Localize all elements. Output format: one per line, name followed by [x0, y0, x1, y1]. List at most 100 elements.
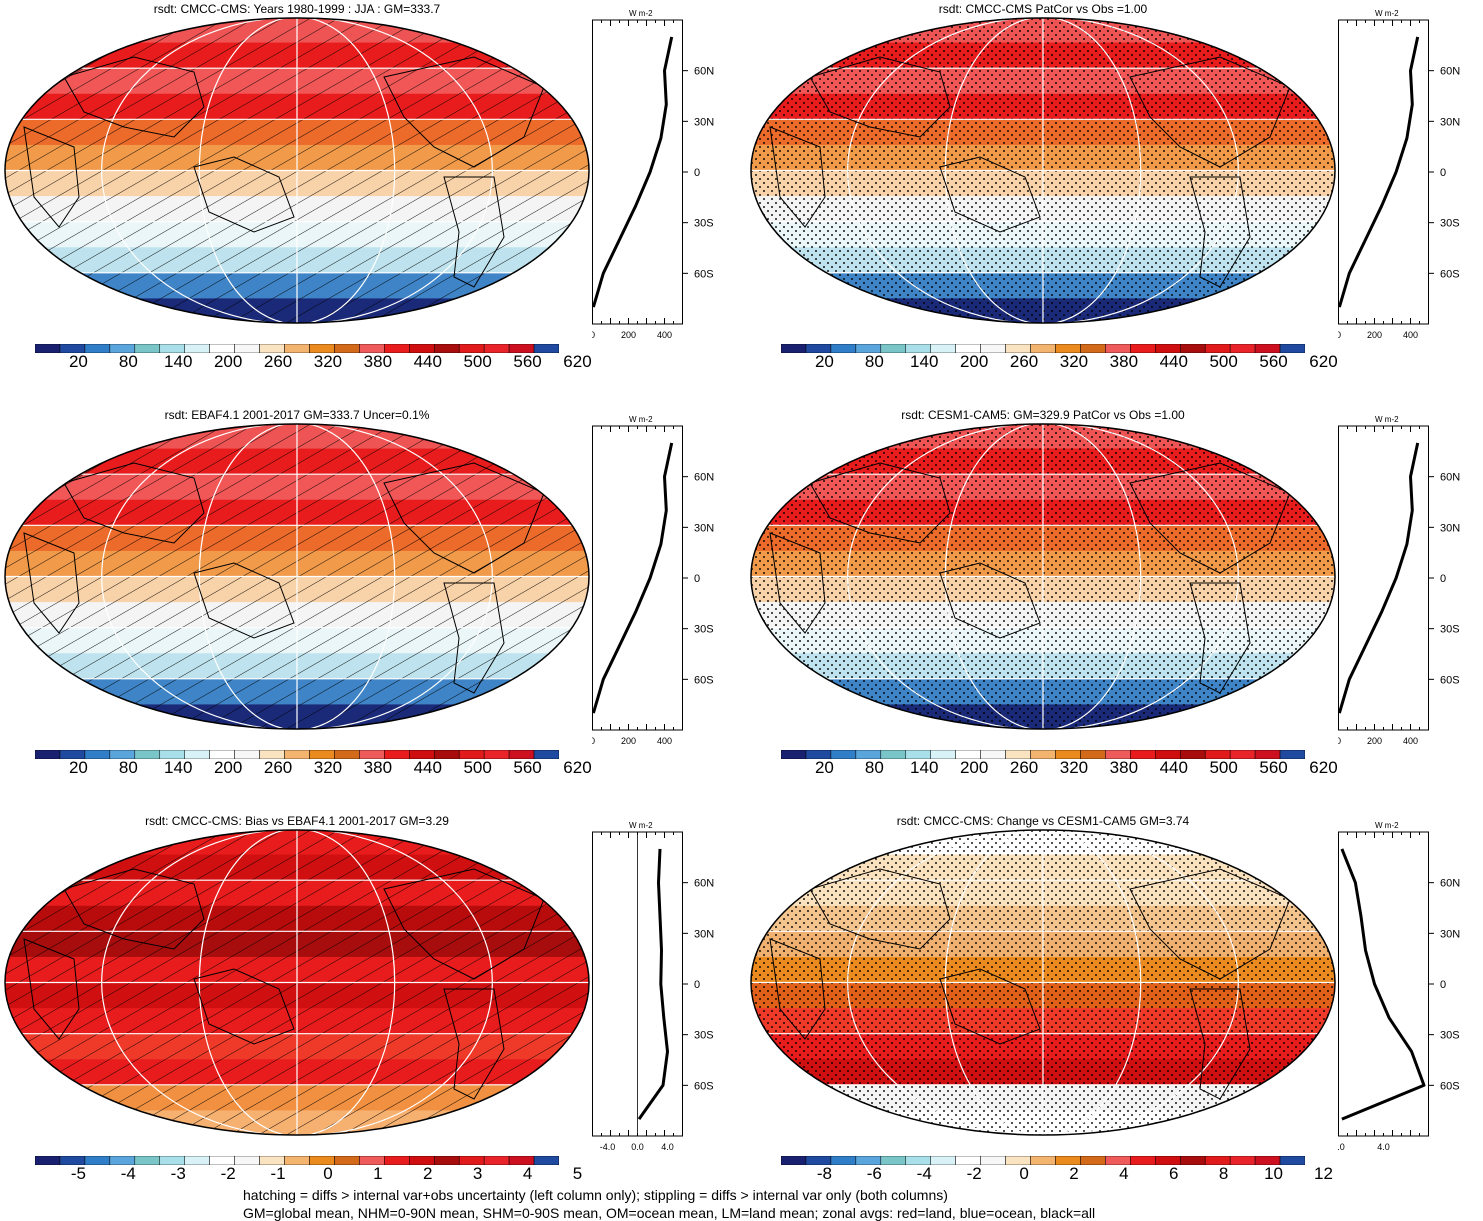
colorbar [780, 340, 1306, 354]
colorbar-tick-label: 5 [572, 1164, 583, 1183]
zonal-x-label: 400 [657, 736, 672, 746]
zonal-mean-plot: W m-2 60N 30N 0 30S 60S 0 200 400 [590, 412, 732, 756]
colorbar-labels: -8 -6 -4 -2 0 2 4 6 8 10 12 [781, 1164, 1333, 1186]
zonal-mean-line [591, 442, 674, 714]
colorbar-tick-label: 10 [1264, 1164, 1284, 1183]
panel-title: rsdt: EBAF4.1 2001-2017 GM=333.7 Uncer=0… [164, 408, 430, 422]
colorbar-tick-label: 620 [1309, 352, 1338, 371]
zonal-units-label: W m-2 [629, 9, 653, 18]
coastline [193, 156, 295, 233]
colorbar-tick-label: 20 [68, 758, 88, 777]
coastline [939, 968, 1041, 1045]
zonal-lat-label: 0 [1440, 167, 1446, 179]
map-svg [4, 17, 590, 324]
zonal-units-label: W m-2 [1375, 415, 1399, 424]
zonal-lat-label: 60S [694, 674, 714, 686]
zonal-units-label: W m-2 [629, 415, 653, 424]
coastline [443, 988, 505, 1100]
coastline [23, 126, 80, 228]
zonal-x-label: 0.0 [1338, 1142, 1345, 1152]
coastline [383, 56, 545, 168]
colorbar-tick-label: 500 [463, 758, 492, 777]
zonal-lat-label: 0 [694, 979, 700, 991]
colorbar-tick-label: 140 [164, 352, 193, 371]
colorbar-tick-label: 200 [959, 352, 989, 371]
map-svg [750, 17, 1336, 324]
zonal-x-label: 0 [592, 736, 595, 746]
zonal-x-label: 4.0 [1377, 1142, 1390, 1152]
colorbar-tick-label: 440 [413, 758, 442, 777]
coastline [383, 868, 545, 980]
colorbar-labels: 20 80 140 200 260 320 380 440 500 560 620 [781, 758, 1338, 780]
colorbar [780, 1152, 1306, 1166]
zonal-mean-plot: W m-2 60N 30N 0 30S 60S 0 200 400 [590, 6, 732, 350]
zonal-lat-label: 60S [1440, 268, 1460, 280]
zonal-lat-label: 30S [694, 218, 714, 230]
zonal-mean-plot: W m-2 60N 30N 0 30S 60S 0 200 400 [1336, 6, 1478, 350]
coastline [809, 56, 951, 138]
coastline [809, 868, 951, 950]
colorbar-labels: 20 80 140 200 260 320 380 440 500 560 620 [781, 352, 1338, 374]
zonal-x-label: 200 [621, 736, 636, 746]
coastline [1189, 582, 1251, 694]
colorbar-tick-label: 1 [373, 1164, 383, 1183]
zonal-lat-label: 30N [1440, 928, 1460, 940]
coastline [383, 462, 545, 574]
footer-abbrev-note: GM=global mean, NHM=0-90N mean, SHM=0-90… [243, 1205, 1096, 1221]
colorbar-tick-label: 4 [1119, 1164, 1129, 1183]
colorbar [780, 746, 1306, 760]
colorbar-tick-label: 320 [313, 352, 343, 371]
zonal-mean-line [1340, 848, 1426, 1121]
coastline [809, 462, 951, 544]
zonal-mean-plot: W m-2 60N 30N 0 30S 60S -4.0 0.0 4.0 [592, 818, 732, 1162]
zonal-lat-label: 60N [1440, 878, 1460, 890]
colorbar-tick-label: -5 [70, 1164, 86, 1183]
coastline [939, 562, 1041, 639]
colorbar-tick-label: 440 [1159, 758, 1188, 777]
zonal-lat-label: 30N [1440, 522, 1460, 534]
colorbar-tick-label: -6 [866, 1164, 882, 1183]
colorbar-tick-label: 560 [1259, 352, 1288, 371]
zonal-x-label: 0.0 [631, 1142, 644, 1152]
colorbar-tick-label: 80 [864, 352, 884, 371]
coastline [1129, 868, 1291, 980]
panel-title: rsdt: CMCC-CMS: Years 1980-1999 : JJA : … [153, 2, 441, 16]
colorbar-tick-label: 8 [1218, 1164, 1229, 1183]
zonal-x-label: 400 [1403, 736, 1418, 746]
zonal-x-label: 400 [1403, 330, 1418, 340]
zonal-x-label: 0 [1338, 330, 1341, 340]
zonal-units-label: W m-2 [629, 821, 653, 830]
zonal-units-label: W m-2 [1375, 821, 1399, 830]
coastline [769, 126, 826, 228]
coastline [769, 532, 826, 634]
zonal-mean-line [1337, 36, 1420, 308]
zonal-lat-label: 60N [694, 66, 714, 78]
colorbar-tick-label: 440 [413, 352, 442, 371]
zonal-units-label: W m-2 [1375, 9, 1399, 18]
coastline [1129, 462, 1291, 574]
map-panel [4, 423, 590, 730]
colorbar-tick-label: 620 [563, 352, 592, 371]
colorbar-tick-label: 3 [472, 1164, 483, 1183]
map-panel [4, 829, 590, 1136]
zonal-mean-plot: W m-2 60N 30N 0 30S 60S 0.0 4.0 [1332, 818, 1478, 1162]
coastline [193, 968, 295, 1045]
zonal-lat-label: 30N [1440, 116, 1460, 128]
map-svg [750, 423, 1336, 730]
zonal-lat-label: 60S [694, 1080, 714, 1092]
panel-title: rsdt: CMCC-CMS: Bias vs EBAF4.1 2001-201… [145, 814, 449, 828]
zonal-lat-label: 30S [694, 624, 714, 636]
zonal-x-label: 0 [1338, 736, 1341, 746]
coastline [23, 938, 80, 1040]
coastline [443, 176, 505, 288]
zonal-lat-label: 30N [694, 522, 714, 534]
coastline [193, 562, 295, 639]
zonal-x-label: 4.0 [661, 1142, 674, 1152]
colorbar [34, 340, 560, 354]
zonal-lat-label: 0 [694, 573, 700, 585]
map-svg [750, 829, 1336, 1136]
colorbar-tick-label: 2 [1069, 1164, 1079, 1183]
footer-hatching-note: hatching = diffs > internal var+obs unce… [243, 1187, 948, 1203]
colorbar-labels: 20 80 140 200 260 320 380 440 500 560 620 [35, 758, 592, 780]
zonal-lat-label: 0 [1440, 979, 1446, 991]
